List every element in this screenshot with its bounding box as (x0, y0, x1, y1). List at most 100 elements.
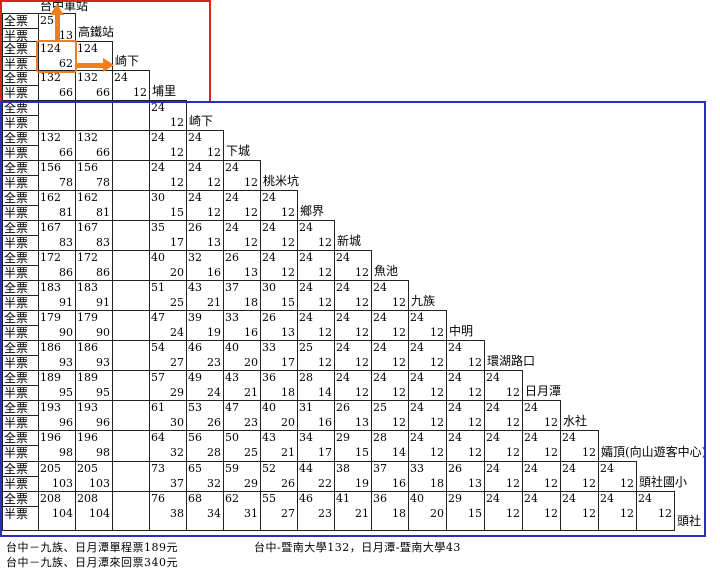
fare-cell (75, 160, 113, 191)
full-fare-label: 全票 (4, 161, 29, 175)
fare-cell (75, 491, 113, 531)
full-fare: 24 (373, 371, 387, 384)
full-fare: 189 (40, 371, 61, 384)
full-fare: 24 (486, 492, 500, 505)
half-fare: 12 (392, 386, 406, 399)
row-divider (2, 56, 38, 57)
half-fare: 12 (207, 206, 221, 219)
full-fare-label: 全票 (4, 311, 29, 325)
full-fare: 76 (151, 492, 165, 505)
half-fare: 13 (468, 477, 482, 490)
fare-cell (38, 220, 76, 251)
half-fare: 12 (582, 507, 596, 520)
half-fare-label: 半票 (4, 236, 29, 250)
half-fare: 26 (281, 477, 295, 490)
full-fare: 24 (114, 71, 128, 84)
full-fare: 51 (151, 281, 165, 294)
fare-cell (297, 400, 335, 431)
half-fare: 12 (207, 176, 221, 189)
station-label: 頭社 (677, 514, 702, 528)
full-fare: 30 (262, 281, 276, 294)
half-fare: 86 (59, 266, 73, 279)
fare-cell (112, 130, 150, 161)
fare-cell (560, 461, 599, 492)
full-fare: 24 (299, 251, 313, 264)
half-fare: 83 (96, 236, 110, 249)
full-fare: 162 (40, 191, 61, 204)
fare-cell (38, 491, 76, 531)
full-fare: 24 (562, 431, 576, 444)
full-fare: 40 (151, 251, 165, 264)
fare-cell (297, 491, 335, 531)
full-fare: 26 (188, 221, 202, 234)
fare-cell (522, 491, 561, 531)
half-fare: 16 (392, 477, 406, 490)
fare-cell (334, 370, 372, 401)
half-fare: 27 (170, 356, 184, 369)
row-divider (2, 506, 38, 507)
full-fare: 34 (299, 431, 313, 444)
half-fare: 81 (59, 206, 73, 219)
full-fare: 29 (448, 492, 462, 505)
full-fare: 24 (373, 281, 387, 294)
fare-cell (408, 491, 447, 531)
half-fare: 104 (89, 507, 110, 520)
half-fare-label: 半票 (4, 507, 29, 521)
half-fare: 13 (207, 236, 221, 249)
half-fare: 15 (170, 206, 184, 219)
half-fare: 23 (318, 507, 332, 520)
full-fare-label: 全票 (4, 371, 29, 385)
fare-cell (446, 400, 485, 431)
full-fare: 156 (77, 161, 98, 174)
half-fare: 20 (244, 356, 258, 369)
half-fare-label: 半票 (4, 176, 29, 190)
fare-cell (408, 400, 447, 431)
half-fare: 16 (244, 326, 258, 339)
half-fare: 12 (468, 386, 482, 399)
half-fare-label: 半票 (4, 116, 29, 130)
half-fare: 19 (355, 477, 369, 490)
half-fare: 12 (506, 416, 520, 429)
full-fare: 52 (262, 462, 276, 475)
row-divider (2, 115, 38, 116)
half-fare: 22 (318, 477, 332, 490)
half-fare: 12 (392, 356, 406, 369)
half-fare: 95 (96, 386, 110, 399)
station-label: 孀頂(向山遊客中心) (601, 445, 707, 459)
full-fare-label: 全票 (4, 101, 29, 115)
half-fare: 25 (244, 446, 258, 459)
fare-cell (38, 310, 76, 341)
half-fare: 15 (281, 296, 295, 309)
half-fare: 12 (506, 446, 520, 459)
half-fare-label: 半票 (4, 206, 29, 220)
full-fare: 24 (299, 281, 313, 294)
full-fare: 172 (40, 251, 61, 264)
full-fare: 132 (40, 131, 61, 144)
full-fare: 53 (188, 401, 202, 414)
full-fare: 205 (40, 462, 61, 475)
half-fare-label: 半票 (4, 266, 29, 280)
half-fare: 93 (96, 356, 110, 369)
right-arrow-shaft (77, 63, 103, 68)
station-label: 桃米坑 (263, 174, 300, 188)
half-fare: 12 (318, 236, 332, 249)
full-fare: 24 (225, 191, 239, 204)
full-fare: 196 (77, 431, 98, 444)
half-fare-label: 半票 (4, 57, 29, 71)
full-fare: 49 (188, 371, 202, 384)
fare-cell (38, 400, 76, 431)
half-fare: 29 (170, 386, 184, 399)
row-divider (2, 28, 38, 29)
fare-cell (260, 400, 298, 431)
fare-cell (38, 70, 76, 101)
full-fare: 57 (151, 371, 165, 384)
half-fare: 12 (430, 326, 444, 339)
full-fare: 24 (448, 401, 462, 414)
up-arrow-shaft (55, 14, 60, 40)
row-divider (2, 265, 38, 266)
fare-cell (38, 370, 76, 401)
station-label: 日月潭 (525, 384, 562, 398)
half-fare: 78 (96, 176, 110, 189)
half-fare: 17 (281, 356, 295, 369)
